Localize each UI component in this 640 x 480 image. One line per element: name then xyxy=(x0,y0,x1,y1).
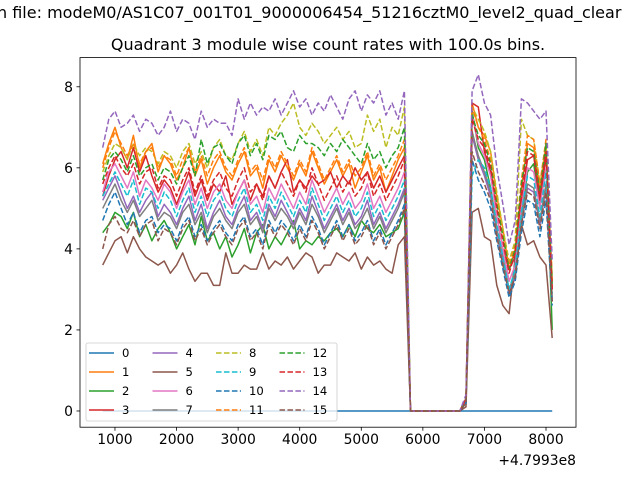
series-line-4 xyxy=(102,134,553,412)
legend-label: 4 xyxy=(186,346,193,360)
series-line-8 xyxy=(101,102,553,412)
chart-title: Quadrant 3 module wise count rates with … xyxy=(111,35,545,54)
legend-entry-15: 15 xyxy=(279,403,328,417)
legend-entry-9: 9 xyxy=(216,365,256,379)
series-line-15 xyxy=(101,150,553,412)
legend-label: 6 xyxy=(186,384,193,398)
series-line-7 xyxy=(102,130,553,412)
legend-label: 10 xyxy=(249,384,264,398)
legend-entry-10: 10 xyxy=(216,384,264,398)
legend-label: 9 xyxy=(249,365,256,379)
series-layer xyxy=(101,73,553,412)
plot-frame xyxy=(79,57,577,428)
y-tick-label: 6 xyxy=(64,161,73,177)
y-tick-label: 2 xyxy=(64,323,73,339)
x-tick-label: 8000 xyxy=(528,432,563,448)
x-tick-label: 1000 xyxy=(97,432,132,448)
legend-label: 7 xyxy=(186,403,193,417)
legend-entry-11: 11 xyxy=(216,403,264,417)
series-line-9 xyxy=(102,158,553,412)
legend-entry-3: 3 xyxy=(89,403,129,417)
legend-label: 0 xyxy=(122,346,129,360)
legend-label: 14 xyxy=(313,384,328,398)
x-tick-label: 5000 xyxy=(344,432,379,448)
legend-label: 13 xyxy=(313,365,328,379)
series-line-13 xyxy=(101,118,553,412)
legend-entry-12: 12 xyxy=(279,346,328,360)
legend-entry-6: 6 xyxy=(152,384,193,398)
legend-frame xyxy=(85,342,338,422)
y-tick-label: 4 xyxy=(64,242,73,258)
x-tick-label: 3000 xyxy=(220,432,255,448)
x-tick-label: 7000 xyxy=(467,432,502,448)
legend-label: 15 xyxy=(313,403,328,417)
legend-entry-0: 0 xyxy=(89,346,129,360)
y-tick-label: 0 xyxy=(64,404,73,420)
legend-entry-13: 13 xyxy=(279,365,328,379)
legend-entry-2: 2 xyxy=(89,384,129,398)
legend-label: 11 xyxy=(249,403,264,417)
x-offset-label: +4.7993e8 xyxy=(498,453,576,469)
series-line-3 xyxy=(101,102,553,412)
legend-label: 3 xyxy=(122,403,129,417)
legend-entry-1: 1 xyxy=(89,365,129,379)
ticks-layer: 1000 2000 3000 4000 5000 6000 7000 8000 0 2 4 6 8 xyxy=(64,80,564,448)
series-line-5 xyxy=(102,207,553,412)
legend-label: 1 xyxy=(122,365,129,379)
series-line-6 xyxy=(101,114,553,412)
x-tick-label: 6000 xyxy=(405,432,440,448)
x-tick-label: 2000 xyxy=(159,432,194,448)
legend-label: 8 xyxy=(249,346,256,360)
y-tick-label: 8 xyxy=(64,80,73,96)
x-tick-label: 4000 xyxy=(282,432,317,448)
legend-label: 5 xyxy=(186,365,193,379)
legend-entry-5: 5 xyxy=(152,365,193,379)
suptitle: n file: modeM0/AS1C07_001T01_9000006454_… xyxy=(0,3,622,23)
legend-entry-7: 7 xyxy=(152,403,193,417)
legend-entry-8: 8 xyxy=(216,346,256,360)
series-line-12 xyxy=(101,114,553,412)
series-line-10 xyxy=(101,158,553,412)
legend-label: 2 xyxy=(122,384,129,398)
series-line-14 xyxy=(101,73,553,412)
series-line-11 xyxy=(101,106,553,412)
legend-entry-14: 14 xyxy=(279,384,328,398)
legend-entry-4: 4 xyxy=(152,346,193,360)
legend-label: 12 xyxy=(313,346,328,360)
